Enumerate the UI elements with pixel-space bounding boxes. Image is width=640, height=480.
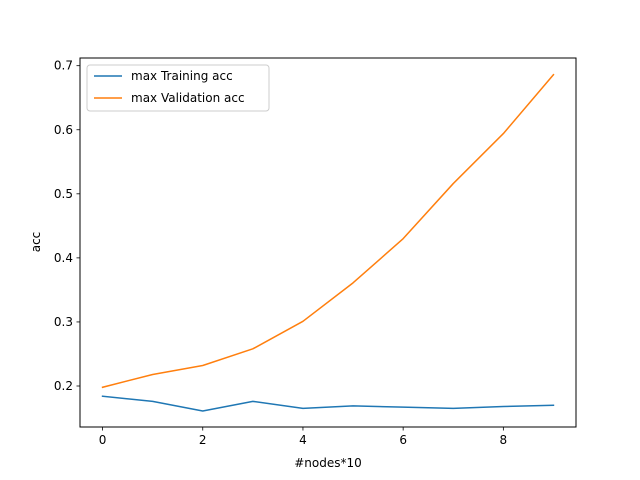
- x-axis-label: #nodes*10: [294, 456, 362, 470]
- series-line-1: [101, 395, 555, 412]
- y-axis-label: acc: [29, 232, 43, 253]
- y-tick-label: 0.7: [54, 59, 73, 73]
- y-axis-ticks: 0.2 0.3 0.4 0.5 0.6 0.7: [54, 59, 80, 393]
- x-tick-label: 0: [99, 433, 107, 447]
- legend-label-1: max Training acc: [131, 69, 233, 83]
- y-tick-label: 0.3: [54, 315, 73, 329]
- legend-box: [86, 64, 270, 112]
- legend-label-2: max Validation acc: [131, 91, 245, 105]
- y-tick-label: 0.6: [54, 123, 73, 137]
- x-axis-ticks: 0 2 4 6 8: [99, 427, 507, 447]
- x-tick-label: 4: [299, 433, 307, 447]
- y-tick-label: 0.2: [54, 379, 73, 393]
- legend: max Training acc max Validation acc: [86, 64, 270, 112]
- x-tick-label: 2: [199, 433, 207, 447]
- x-tick-label: 6: [399, 433, 407, 447]
- y-tick-label: 0.5: [54, 187, 73, 201]
- series-line-2: [101, 73, 555, 389]
- x-tick-label: 8: [500, 433, 508, 447]
- y-tick-label: 0.4: [54, 251, 73, 265]
- plot-frame: [79, 57, 577, 428]
- series-lines: [101, 73, 555, 412]
